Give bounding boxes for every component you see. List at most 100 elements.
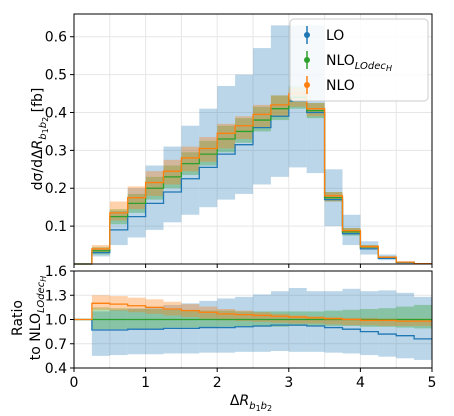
ratio-band-nlo-lodech [145, 308, 164, 329]
main-band-lo [217, 85, 236, 200]
legend-label-nlo-lodech: NLOLOdecH [326, 53, 392, 73]
ratio-band-lo [199, 300, 218, 353]
main-band-nlo [324, 192, 343, 202]
ratio-y-tick-label: 0.4 [45, 361, 67, 377]
main-band-nlo [163, 159, 182, 185]
main-band-nlo-lodech [324, 192, 343, 202]
main-y-tick-label: 0.1 [45, 219, 67, 235]
main-band-nlo [253, 104, 271, 128]
main-band-nlo [181, 146, 200, 172]
legend-label-lo: LO [326, 28, 344, 44]
x-axis-label: ΔRb1b2 [230, 393, 272, 413]
ratio-band-nlo-lodech [378, 308, 397, 327]
main-band-nlo [217, 123, 236, 149]
ratio-band-nlo [217, 308, 236, 321]
main-y-tick-label: 0.2 [45, 181, 67, 197]
ratio-band-nlo-lodech [396, 306, 415, 328]
ratio-y-tick-label: 1.3 [45, 288, 67, 304]
ratio-band-nlo [235, 310, 253, 322]
ratio-band-nlo [378, 318, 397, 326]
main-band-lo [360, 241, 379, 255]
ratio-band-lo [217, 298, 236, 353]
main-band-lo [163, 146, 182, 223]
main-y-tick-label: 0.6 [45, 30, 67, 46]
ratio-band-lo [145, 306, 164, 355]
main-band-nlo [145, 171, 164, 196]
ratio-band-nlo [414, 318, 432, 326]
ratio-panel: 0.4 0.7 1.0 1.3 1.6 0 1 2 3 4 5 Ratio to NLOLOdecH… [10, 264, 436, 413]
main-band-nlo-lodech [253, 106, 271, 132]
ratio-band-lo [414, 296, 432, 360]
x-tick-label: 3 [284, 375, 293, 391]
ratio-band-lo [91, 311, 110, 356]
ratio-step-line-lo [74, 318, 432, 340]
ratio-band-nlo [145, 299, 164, 314]
ratio-band-nlo [109, 296, 128, 311]
x-tick-label: 2 [213, 375, 222, 391]
ratio-y-tick-label: 1.0 [45, 313, 67, 329]
ratio-band-lo [324, 291, 343, 353]
ratio-band-nlo-lodech [217, 310, 236, 327]
ratio-band-nlo-lodech [181, 309, 200, 328]
legend-label-nlo: NLO [326, 78, 355, 94]
main-band-lo [145, 165, 164, 230]
ratio-band-nlo-lodech [109, 308, 128, 330]
ratio-band-lo [342, 288, 361, 354]
main-y-tick-label: 0.3 [45, 143, 67, 159]
main-band-lo [270, 25, 289, 177]
main-axes-frame [73, 13, 433, 265]
main-band-lo [181, 125, 200, 215]
main-step-line-nlo [74, 92, 432, 265]
ratio-band-lo [253, 294, 271, 352]
ratio-band-nlo-lodech [163, 309, 182, 328]
main-band-lo [127, 188, 146, 238]
ratio-band-lo [378, 290, 397, 357]
ratio-band-lo [396, 292, 415, 359]
ratio-band-nlo [342, 317, 361, 326]
legend-entry-nlo: NLO [304, 76, 355, 94]
ratio-band-nlo [396, 318, 415, 326]
x-tick-label: 0 [70, 375, 79, 391]
x-tick-label: 5 [428, 375, 437, 391]
ratio-band-lo [235, 296, 253, 352]
ratio-y-axis-label-line2: to NLOLOdecH [28, 276, 48, 360]
ratio-band-nlo-lodech [414, 304, 432, 329]
main-band-nlo [109, 201, 128, 221]
ratio-band-nlo [360, 317, 379, 326]
ratio-band-nlo [127, 297, 146, 313]
main-band-lo [253, 48, 271, 185]
ratio-band-lo [306, 291, 325, 352]
ratio-uncertainty-bands [91, 287, 432, 360]
main-band-lo [235, 74, 253, 194]
main-y-tick-label: 0.5 [45, 68, 67, 84]
ratio-y-tick-label: 1.6 [45, 264, 67, 280]
main-band-nlo-lodech [270, 95, 289, 121]
ratio-band-lo [109, 309, 128, 356]
ratio-band-nlo-lodech [91, 307, 110, 330]
main-band-nlo [270, 95, 289, 117]
main-band-lo [342, 214, 361, 246]
main-band-lo [109, 210, 128, 246]
ratio-histogram-lines [74, 302, 432, 340]
ratio-band-nlo-lodech [127, 308, 146, 329]
legend-entry-nlo-lodech: NLOLOdecH [304, 51, 392, 73]
main-histogram-lines [74, 92, 432, 265]
ratio-band-nlo [270, 313, 289, 323]
ratio-band-nlo-lodech [342, 309, 361, 326]
main-band-nlo [199, 137, 218, 162]
main-step-line-lo [74, 100, 432, 265]
main-y-tick-label: 0.4 [45, 105, 67, 121]
main-band-nlo-lodech [199, 140, 218, 166]
ratio-axis-ticks: 0.4 0.7 1.0 1.3 1.6 0 1 2 3 4 5 [45, 264, 437, 391]
legend-box [289, 18, 429, 102]
main-band-nlo [235, 116, 253, 139]
ratio-band-lo [360, 291, 379, 356]
ratio-band-nlo [91, 295, 110, 310]
ratio-band-lo [270, 291, 289, 352]
ratio-band-lo [163, 304, 182, 354]
ratio-band-nlo [324, 317, 343, 325]
ratio-y-tick-label: 0.7 [45, 337, 67, 353]
ratio-band-nlo-lodech [306, 311, 325, 326]
legend: LO NLOLOdecH NLO [289, 18, 429, 102]
main-band-lo [199, 108, 218, 208]
